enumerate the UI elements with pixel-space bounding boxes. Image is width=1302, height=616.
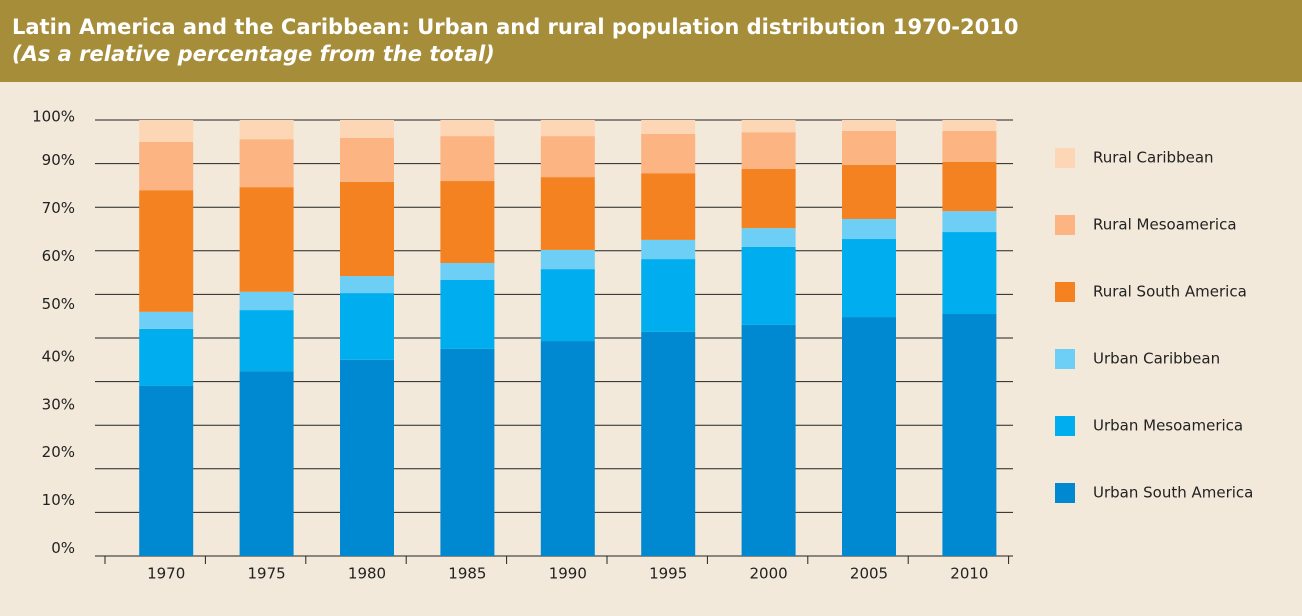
x-tick-label: 1985 xyxy=(448,565,486,583)
y-tick-label: 0% xyxy=(51,539,75,557)
legend-label: Rural Caribbean xyxy=(1093,149,1214,167)
bar-segment xyxy=(741,132,796,169)
bar-segment xyxy=(842,130,896,165)
legend-swatch xyxy=(1055,483,1075,503)
bar-segment xyxy=(440,280,495,349)
bar-segment xyxy=(239,139,294,188)
bar-segment xyxy=(741,324,796,556)
y-tick-label: 90% xyxy=(42,151,75,169)
chart: 100% 90% 70% 60% 50% 40% 30% 20% 10% 0% 1970 1975 19… xyxy=(32,108,1253,583)
bar-segment xyxy=(942,314,997,556)
bar-segment xyxy=(239,310,294,372)
bar-segment xyxy=(641,133,696,174)
bar-segment xyxy=(942,130,997,162)
bar-segment xyxy=(842,239,896,318)
bar-segment xyxy=(340,137,394,182)
bar-segment xyxy=(440,348,495,556)
bar-segment xyxy=(741,228,796,247)
bar-segment xyxy=(340,181,394,277)
x-tick-label: 2000 xyxy=(750,565,788,583)
y-tick-label: 20% xyxy=(42,443,75,461)
bar-segment xyxy=(239,371,294,556)
bar-segment xyxy=(641,259,696,332)
bar-segment xyxy=(842,164,896,219)
bar-segment xyxy=(239,120,294,140)
x-tick-label: 2005 xyxy=(850,565,888,583)
bar-segment xyxy=(942,120,997,131)
x-tick-label: 1990 xyxy=(549,565,587,583)
y-tick-label: 60% xyxy=(42,247,75,265)
bar-segment xyxy=(641,173,696,240)
chart-subtitle: (As a relative percentage from the total… xyxy=(12,42,495,66)
bar-segment xyxy=(842,218,896,240)
bar-segment xyxy=(239,187,294,292)
bar-segment xyxy=(139,120,194,142)
bar-segment xyxy=(139,311,194,329)
bar-segment xyxy=(540,341,595,556)
y-tick-label: 100% xyxy=(32,108,75,126)
bar-segment xyxy=(440,136,495,182)
bar-segment xyxy=(540,120,595,137)
bar-segment xyxy=(440,263,495,281)
y-tick-label: 40% xyxy=(42,347,75,365)
bar-segment xyxy=(641,239,696,260)
bar-segment xyxy=(540,269,595,342)
bar-segment xyxy=(139,141,194,191)
bar-segment xyxy=(239,291,294,311)
bar-segment xyxy=(440,181,495,264)
bar-segment xyxy=(440,120,495,137)
legend-label: Urban Mesoamerica xyxy=(1093,417,1243,435)
x-tick-label: 2010 xyxy=(950,565,988,583)
legend-label: Rural South America xyxy=(1093,283,1247,301)
bar-segment xyxy=(340,359,394,556)
chart-title: Latin America and the Caribbean: Urban a… xyxy=(12,15,1019,39)
bar-segment xyxy=(942,161,997,212)
bar-segment xyxy=(340,120,394,138)
x-tick-label: 1980 xyxy=(348,565,386,583)
x-tick-label: 1995 xyxy=(649,565,687,583)
bar-segment xyxy=(741,246,796,325)
bar-segment xyxy=(540,177,595,250)
bar-segment xyxy=(139,328,194,386)
bar-segment xyxy=(540,249,595,270)
legend-swatch xyxy=(1055,148,1075,168)
bar-segment xyxy=(340,293,394,360)
bar-segment xyxy=(842,317,896,556)
bar-segment xyxy=(942,211,997,233)
legend-swatch xyxy=(1055,282,1075,302)
bar-segment xyxy=(641,120,696,134)
legend-swatch xyxy=(1055,215,1075,235)
y-tick-label: 70% xyxy=(42,199,75,217)
bar-segment xyxy=(741,168,796,229)
legend-label: Urban Caribbean xyxy=(1093,350,1220,368)
bar-segment xyxy=(139,190,194,312)
legend-label: Rural Mesoamerica xyxy=(1093,216,1237,234)
y-tick-label: 30% xyxy=(42,395,75,413)
bar-segment xyxy=(139,385,194,556)
legend-swatch xyxy=(1055,349,1075,369)
y-tick-label: 50% xyxy=(42,295,75,313)
bar-segment xyxy=(942,232,997,315)
bar-segment xyxy=(842,120,896,131)
bar-segment xyxy=(340,276,394,294)
legend-swatch xyxy=(1055,416,1075,436)
y-tick-label: 10% xyxy=(42,491,75,509)
x-tick-label: 1970 xyxy=(147,565,185,583)
legend-label: Urban South America xyxy=(1093,484,1253,502)
bar-segment xyxy=(540,136,595,178)
title-bar: Latin America and the Caribbean: Urban a… xyxy=(0,0,1302,82)
bar-segment xyxy=(741,120,796,133)
bar-segment xyxy=(641,331,696,556)
x-tick-label: 1975 xyxy=(248,565,286,583)
